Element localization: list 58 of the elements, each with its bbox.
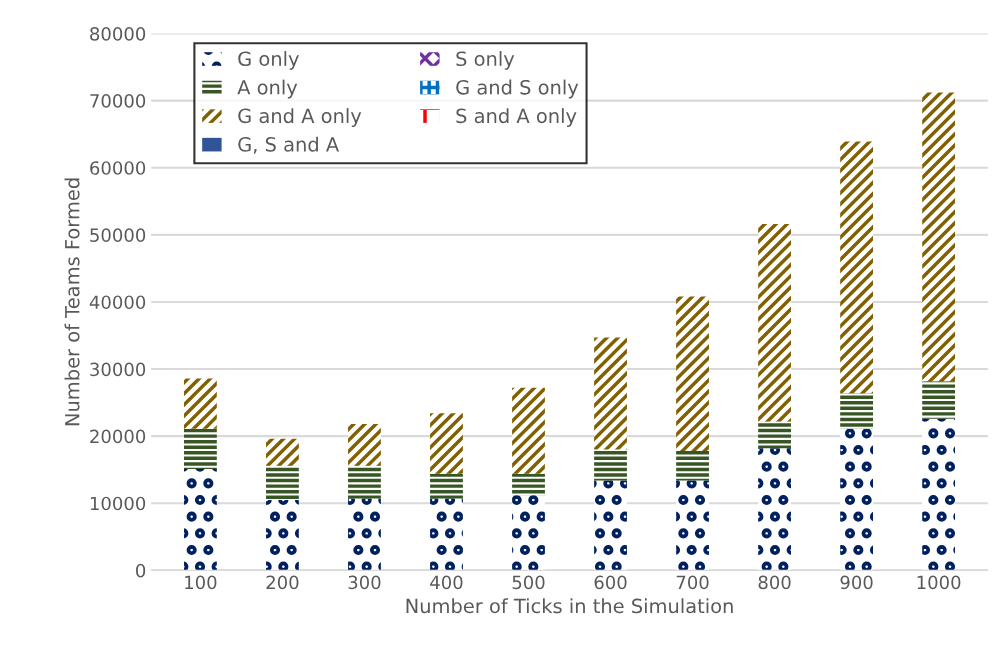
bar bbox=[430, 413, 463, 474]
bar bbox=[430, 498, 463, 571]
bar bbox=[184, 469, 217, 571]
bar bbox=[840, 393, 874, 429]
bar bbox=[676, 450, 709, 481]
y-tick-label: 20000 bbox=[90, 429, 146, 444]
bar bbox=[348, 465, 381, 499]
y-tick-label: 80000 bbox=[90, 27, 146, 41]
y-tick-label: 70000 bbox=[90, 94, 146, 108]
bar bbox=[184, 428, 217, 470]
x-tick-label: 800 bbox=[758, 575, 791, 590]
x-tick-label: 400 bbox=[430, 575, 463, 590]
bar bbox=[266, 465, 299, 500]
bar bbox=[922, 418, 956, 571]
legend-label: G only bbox=[238, 51, 299, 70]
y-tick-label: 60000 bbox=[90, 161, 146, 175]
bar bbox=[348, 424, 381, 466]
y-tick-label: 10000 bbox=[90, 496, 146, 511]
x-tick-label: 200 bbox=[266, 575, 299, 590]
bar bbox=[676, 480, 709, 571]
legend-label: G, S and A bbox=[238, 136, 340, 154]
bar bbox=[922, 92, 956, 382]
bar bbox=[758, 421, 791, 449]
x-tick-label: 700 bbox=[676, 575, 709, 590]
bar bbox=[840, 428, 874, 571]
legend-label: S only bbox=[456, 51, 515, 70]
bar bbox=[594, 449, 627, 481]
x-axis-title: Number of Ticks in the Simulation bbox=[406, 598, 733, 614]
bar bbox=[922, 381, 956, 419]
y-tick-label: 30000 bbox=[90, 362, 146, 377]
bar bbox=[512, 387, 545, 474]
y-tick-label: 50000 bbox=[90, 228, 146, 242]
bar bbox=[266, 499, 299, 571]
y-axis-title: Number of Teams Formed bbox=[64, 178, 80, 426]
legend-label: A only bbox=[237, 79, 298, 99]
bar bbox=[348, 498, 381, 571]
bar bbox=[676, 296, 709, 451]
bar bbox=[594, 337, 627, 450]
x-tick-label: 300 bbox=[348, 575, 381, 590]
y-tick-label: 0 bbox=[136, 563, 146, 578]
bar bbox=[512, 473, 545, 496]
bar bbox=[184, 378, 217, 429]
bar bbox=[594, 480, 627, 571]
x-tick-label: 500 bbox=[512, 575, 545, 590]
bar bbox=[430, 473, 463, 499]
x-tick-label: 600 bbox=[594, 575, 627, 590]
bar bbox=[758, 224, 791, 422]
bar bbox=[266, 438, 299, 466]
legend-label: G and S only bbox=[456, 79, 579, 99]
legend-label: G and A only bbox=[238, 108, 362, 127]
legend-label: S and A only bbox=[456, 108, 577, 127]
x-tick-label: 1000 bbox=[917, 575, 961, 590]
bar bbox=[512, 495, 545, 571]
y-tick-label: 40000 bbox=[89, 295, 146, 310]
bar bbox=[758, 448, 791, 571]
bar bbox=[840, 141, 874, 394]
x-tick-label: 100 bbox=[185, 575, 217, 590]
x-tick-label: 900 bbox=[840, 575, 873, 590]
